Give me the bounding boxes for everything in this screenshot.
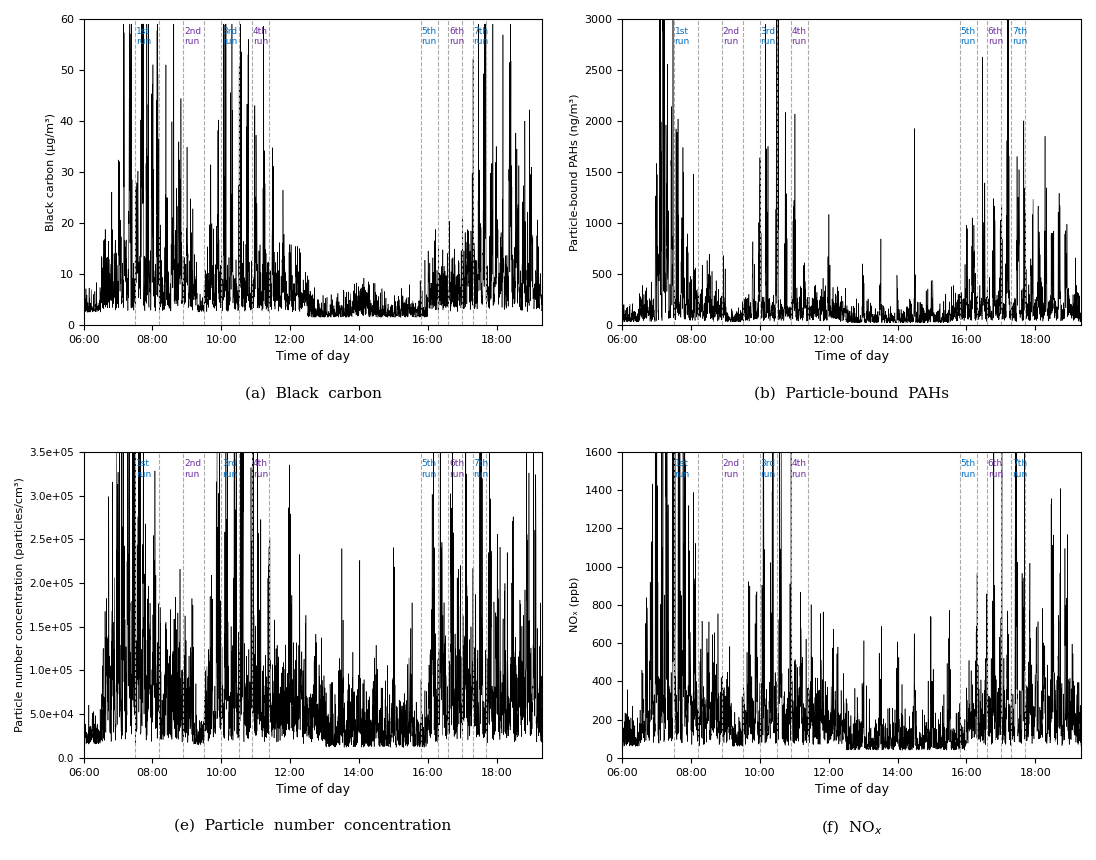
X-axis label: Time of day: Time of day <box>276 783 350 796</box>
Text: 1st
run: 1st run <box>674 459 689 479</box>
Text: 2nd
run: 2nd run <box>722 459 740 479</box>
X-axis label: Time of day: Time of day <box>814 783 889 796</box>
Text: 7th
run: 7th run <box>473 27 489 46</box>
Text: 5th
run: 5th run <box>960 27 975 46</box>
Y-axis label: Particle-bound PAHs (ng/m³): Particle-bound PAHs (ng/m³) <box>570 93 580 251</box>
Text: 5th
run: 5th run <box>422 459 437 479</box>
Text: 2nd
run: 2nd run <box>184 27 202 46</box>
Text: 5th
run: 5th run <box>960 459 975 479</box>
Text: 4th
run: 4th run <box>253 27 269 46</box>
Text: 4th
run: 4th run <box>791 27 807 46</box>
Text: (a)  Black  carbon: (a) Black carbon <box>244 386 381 400</box>
Text: 3rd
run: 3rd run <box>761 459 776 479</box>
Y-axis label: Particle number concentration (particles/cm³): Particle number concentration (particles… <box>15 477 25 732</box>
Text: 6th
run: 6th run <box>987 459 1003 479</box>
Text: 3rd
run: 3rd run <box>761 27 776 46</box>
Text: 2nd
run: 2nd run <box>722 27 740 46</box>
Text: (e)  Particle  number  concentration: (e) Particle number concentration <box>174 819 452 833</box>
Y-axis label: NOₓ (ppb): NOₓ (ppb) <box>570 577 580 632</box>
Text: 7th
run: 7th run <box>473 459 489 479</box>
Text: 6th
run: 6th run <box>449 459 465 479</box>
Text: 6th
run: 6th run <box>987 27 1003 46</box>
Text: (f)  NO$_x$: (f) NO$_x$ <box>821 819 882 838</box>
X-axis label: Time of day: Time of day <box>814 350 889 363</box>
Text: 4th
run: 4th run <box>253 459 269 479</box>
Text: 3rd
run: 3rd run <box>222 459 237 479</box>
Y-axis label: Black carbon (μg/m³): Black carbon (μg/m³) <box>46 113 56 231</box>
Text: (b)  Particle-bound  PAHs: (b) Particle-bound PAHs <box>754 386 949 400</box>
X-axis label: Time of day: Time of day <box>276 350 350 363</box>
Text: 1st
run: 1st run <box>136 27 151 46</box>
Text: 7th
run: 7th run <box>1012 27 1027 46</box>
Text: 4th
run: 4th run <box>791 459 807 479</box>
Text: 3rd
run: 3rd run <box>222 27 237 46</box>
Text: 5th
run: 5th run <box>422 27 437 46</box>
Text: 7th
run: 7th run <box>1012 459 1027 479</box>
Text: 1st
run: 1st run <box>136 459 151 479</box>
Text: 6th
run: 6th run <box>449 27 465 46</box>
Text: 2nd
run: 2nd run <box>184 459 202 479</box>
Text: 1st
run: 1st run <box>674 27 689 46</box>
